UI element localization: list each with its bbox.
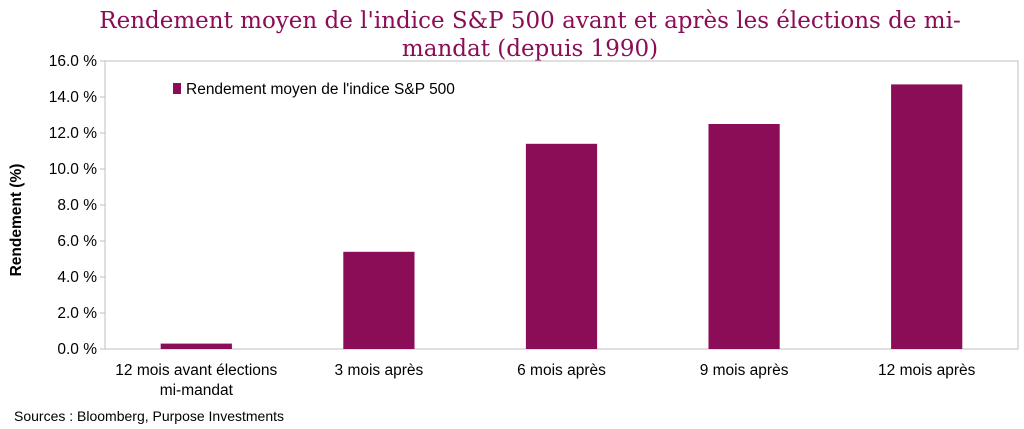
bars: [160, 84, 963, 350]
y-tick-label: 16.0 %: [49, 53, 97, 70]
x-axis: 12 mois avant élections mi-mandat 3 mois a…: [115, 362, 975, 399]
y-tick-label: 10.0 %: [49, 161, 97, 178]
bar: [708, 124, 780, 349]
y-tick-label: 6.0 %: [57, 233, 97, 250]
chart-title-line-2: mandat (depuis 1990): [402, 36, 658, 62]
bar: [891, 84, 963, 350]
bar: [343, 251, 415, 349]
x-tick-label: 9 mois après: [700, 362, 789, 379]
x-tick-label: 12 mois après: [878, 362, 976, 379]
bar: [525, 143, 598, 349]
bar: [160, 343, 232, 349]
y-tick-label: 4.0 %: [57, 269, 97, 286]
source-note: Sources : Bloomberg, Purpose Investments: [14, 408, 284, 424]
legend-swatch: [173, 83, 181, 94]
y-tick-label: 12.0 %: [49, 125, 97, 142]
legend-label: Rendement moyen de l'indice S&P 500: [186, 81, 455, 98]
y-tick-label: 2.0 %: [57, 305, 97, 322]
chart-title-line-1: Rendement moyen de l'indice S&P 500 avan…: [99, 8, 960, 34]
y-tick-label: 8.0 %: [57, 197, 97, 214]
y-tick-label: 14.0 %: [49, 89, 97, 106]
y-axis: 0.0 % 2.0 % 4.0 % 6.0 % 8.0 % 10.0 % 12.0 % 14.…: [49, 53, 105, 358]
y-axis-label: Rendement (%): [8, 164, 25, 277]
x-tick-label: 12 mois avant élections: [115, 362, 277, 379]
legend: Rendement moyen de l'indice S&P 500: [173, 81, 455, 98]
y-tick-label: 0.0 %: [57, 341, 97, 358]
x-tick-label: 6 mois après: [517, 362, 606, 379]
x-tick-label: mi-mandat: [160, 382, 234, 399]
x-tick-label: 3 mois après: [335, 362, 424, 379]
